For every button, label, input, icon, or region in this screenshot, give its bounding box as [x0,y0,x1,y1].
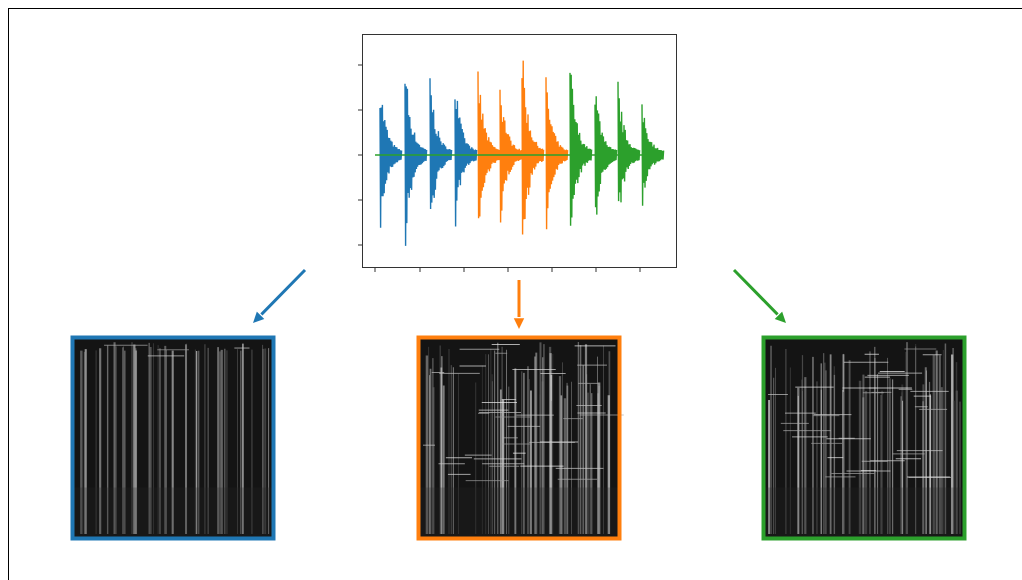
spectrogram-fade [74,488,272,538]
spectrogram [73,338,274,539]
spectrogram [764,338,965,539]
spectrogram [419,338,624,539]
page: (() => { const data = JSON.parse(documen… [0,0,1022,580]
diagram [0,0,1022,580]
spectrogram-fade [420,488,618,538]
spectrograms [73,338,965,539]
spectrogram-fade [765,488,963,538]
